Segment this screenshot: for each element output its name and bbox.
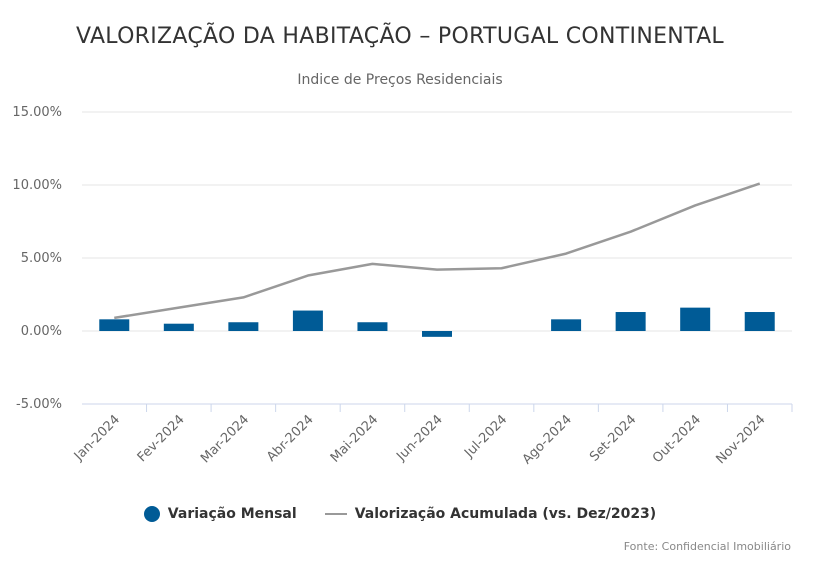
x-tick-label: Set-2024	[587, 412, 639, 464]
legend-marker-cumulative	[324, 513, 347, 515]
x-tick-label: Jun-2024	[393, 412, 445, 464]
bar-variacao-mensal	[744, 312, 775, 331]
bar-variacao-mensal	[99, 319, 130, 331]
line-valorizacao-acumulada	[114, 182, 761, 320]
y-tick-label: 15.00%	[12, 105, 62, 120]
x-tick-label: Out-2024	[650, 412, 704, 466]
x-tick-label: Abr-2024	[264, 412, 317, 465]
y-tick-label: 5.00%	[21, 251, 62, 266]
source-note: Fonte: Confidencial Imobiliário	[623, 540, 791, 553]
legend-marker-monthly	[143, 506, 160, 522]
bar-variacao-mensal	[551, 319, 582, 331]
legend-item-cumulative[interactable]: Valorização Acumulada (vs. Dez/2023)	[324, 506, 657, 522]
x-tick-label: Jan-2024	[71, 412, 123, 464]
y-tick-label: -5.00%	[16, 397, 62, 412]
chart-title: VALORIZAÇÃO DA HABITAÇÃO – PORTUGAL CONT…	[76, 24, 724, 49]
legend-label-monthly: Variação Mensal	[167, 506, 297, 522]
legend: Variação Mensal Valorização Acumulada (v…	[0, 506, 800, 522]
y-tick-label: 10.00%	[12, 178, 62, 193]
legend-item-monthly[interactable]: Variação Mensal	[143, 506, 297, 522]
x-tick-label: Nov-2024	[714, 412, 769, 467]
bar-variacao-mensal	[680, 307, 711, 331]
bar-variacao-mensal	[163, 323, 194, 331]
bar-variacao-mensal	[422, 331, 452, 337]
x-tick-label: Mai-2024	[328, 412, 381, 465]
legend-label-cumulative: Valorização Acumulada (vs. Dez/2023)	[354, 506, 657, 522]
bar-variacao-mensal	[228, 322, 259, 331]
y-tick-label: 0.00%	[21, 324, 62, 339]
x-tick-label: Ago-2024	[520, 412, 575, 467]
bar-variacao-mensal	[292, 310, 323, 331]
x-tick-label: Jul-2024	[461, 412, 510, 461]
bar-variacao-mensal	[615, 312, 646, 331]
chart-subtitle: Indice de Preços Residenciais	[297, 72, 503, 88]
x-tick-label: Mar-2024	[198, 412, 252, 466]
chart-area: -5.00% 0.00% 5.00% 10.00% 15.00% Jan-2024 Fev-…	[12, 105, 793, 467]
bar-variacao-mensal	[357, 322, 388, 331]
x-tick-label: Fev-2024	[135, 412, 188, 465]
